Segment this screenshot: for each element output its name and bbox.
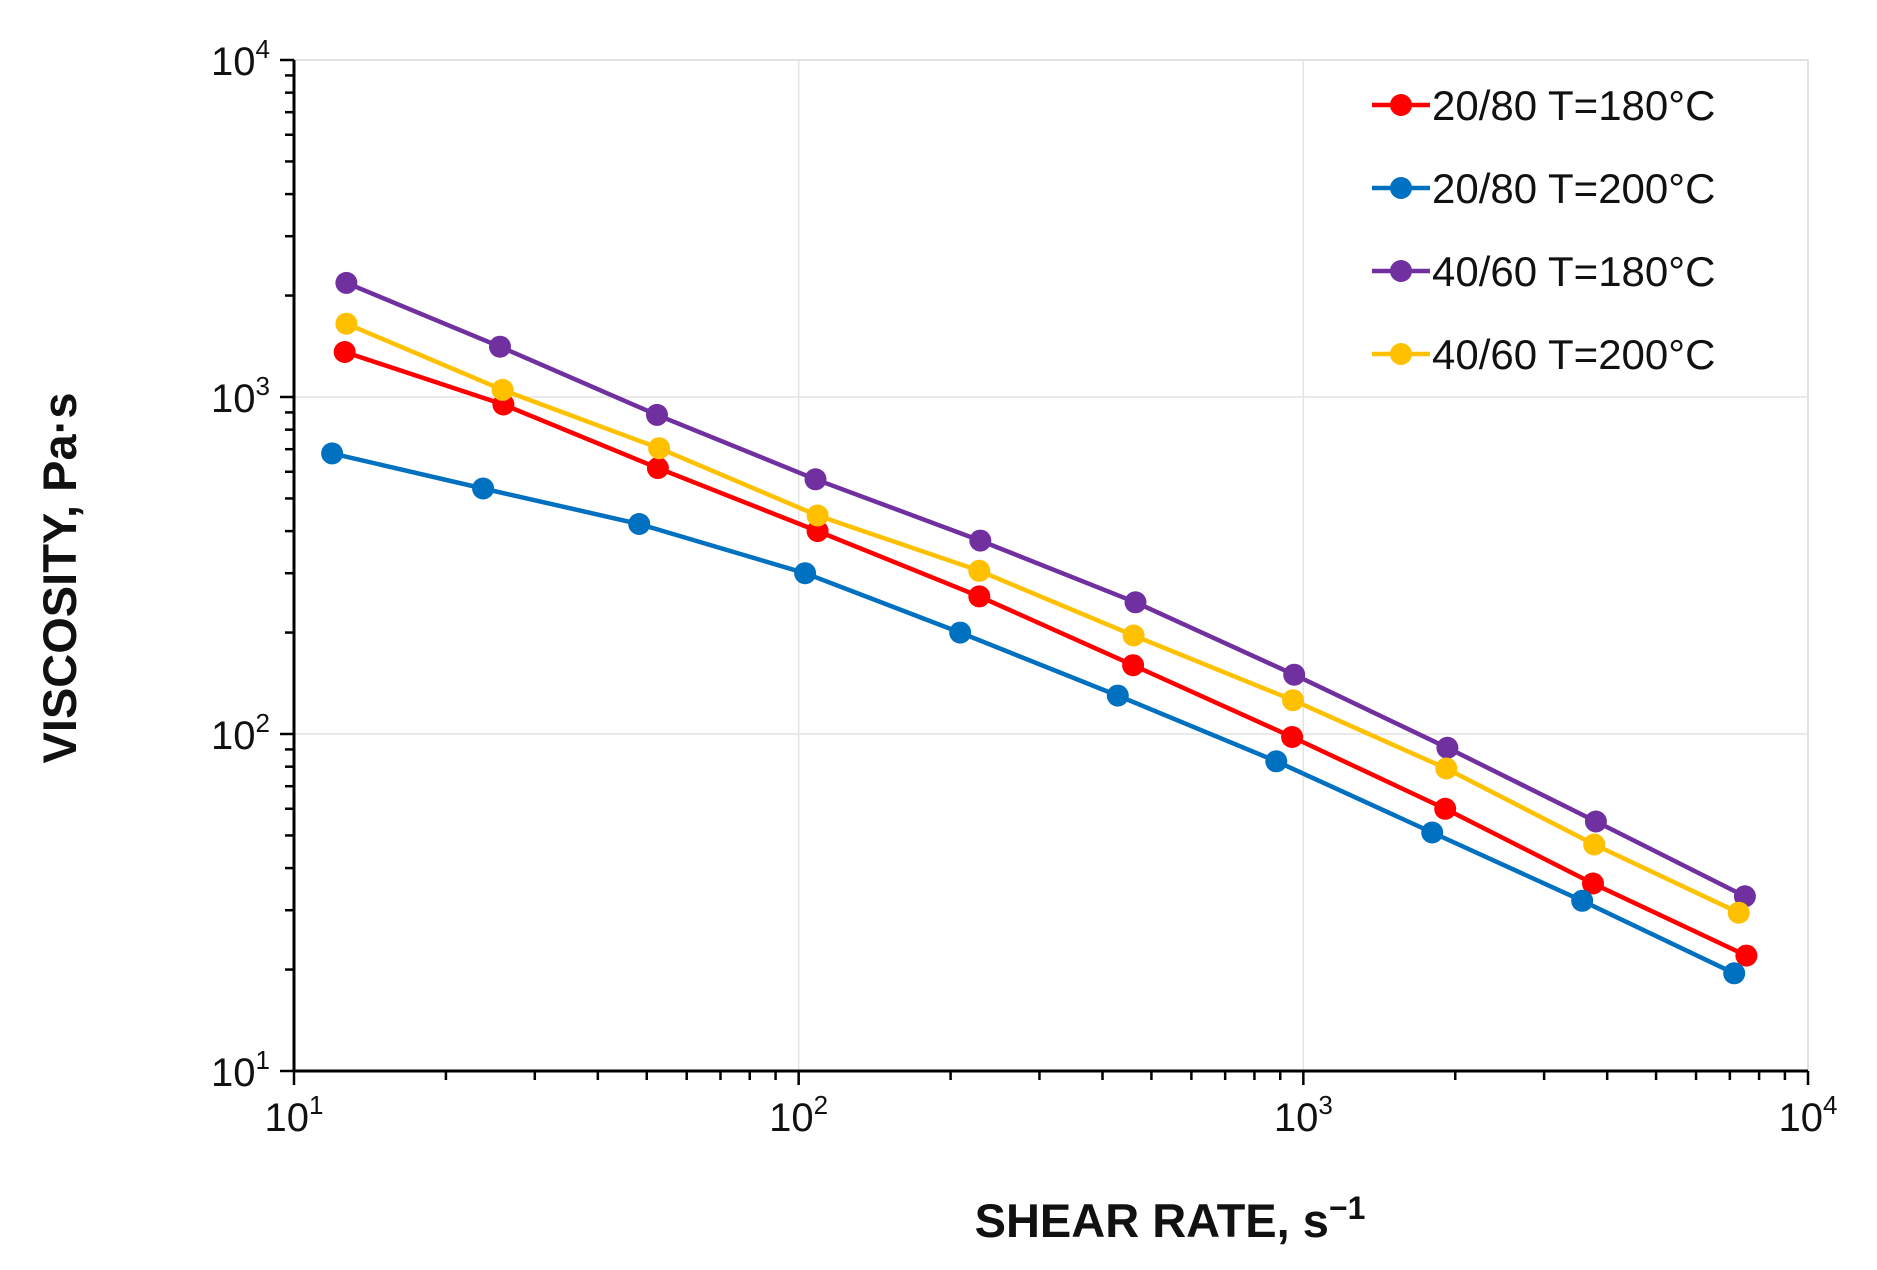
data-point (335, 312, 358, 335)
data-point (1735, 944, 1758, 967)
series-line (331, 451, 1736, 976)
series-2 (321, 442, 1746, 985)
data-point (1583, 833, 1606, 856)
data-point (472, 477, 495, 500)
legend-item: 20/80 T=180°C (1372, 82, 1715, 129)
data-point (806, 504, 829, 527)
data-point (1283, 663, 1306, 686)
data-point (1106, 684, 1129, 707)
data-point (321, 442, 344, 465)
data-point (1723, 962, 1746, 985)
data-point (335, 271, 358, 294)
legend-label: 20/80 T=180°C (1432, 82, 1715, 129)
legend-marker (1390, 177, 1412, 199)
data-point (1727, 901, 1750, 924)
data-point (968, 559, 991, 582)
x-axis-title: SHEAR RATE, s−1 (975, 1190, 1366, 1247)
x-tick-label: 104 (1779, 1090, 1838, 1140)
data-point (1582, 872, 1604, 895)
series-line (345, 321, 1740, 915)
data-point (489, 335, 511, 358)
data-point (804, 468, 827, 491)
legend-marker (1390, 260, 1412, 282)
data-point (1421, 821, 1444, 844)
legend-item: 40/60 T=180°C (1372, 248, 1715, 295)
data-point (1435, 757, 1458, 780)
data-point (646, 457, 669, 480)
y-tick-label: 102 (211, 708, 270, 758)
y-tick-label: 103 (211, 371, 270, 421)
data-point (1436, 736, 1459, 759)
data-point (333, 341, 356, 363)
data-point (646, 403, 668, 426)
series-line (345, 280, 1746, 899)
x-tick-label: 102 (769, 1090, 828, 1140)
data-point (968, 585, 991, 608)
data-point (1584, 810, 1607, 833)
data-point (648, 437, 671, 460)
data-point (1282, 689, 1304, 712)
y-tick-label: 101 (211, 1045, 270, 1095)
x-tick-label: 101 (265, 1090, 324, 1140)
y-axis-title: VISCOSITY, Pa·s (33, 393, 86, 764)
data-point (949, 621, 972, 644)
data-point (1434, 797, 1457, 820)
series-3 (335, 271, 1756, 908)
data-point (794, 562, 817, 585)
axes: 101 102 103 104 101 102 103 104 (211, 34, 1837, 1140)
legend-label: 20/80 T=200°C (1432, 165, 1715, 212)
data-point (1122, 624, 1145, 647)
data-point (1571, 889, 1594, 912)
data-point (1122, 654, 1145, 677)
data-series (321, 271, 1758, 985)
x-tick-label: 103 (1274, 1090, 1333, 1140)
legend-marker (1390, 94, 1412, 116)
data-point (1265, 750, 1288, 773)
data-point (1124, 591, 1147, 614)
series-line (343, 349, 1748, 958)
legend-label: 40/60 T=200°C (1432, 331, 1715, 378)
legend-item: 40/60 T=200°C (1372, 331, 1715, 378)
data-point (969, 529, 992, 552)
data-point (628, 513, 651, 535)
data-point (491, 378, 514, 401)
data-point (806, 520, 829, 543)
legend-label: 40/60 T=180°C (1432, 248, 1715, 295)
legend-marker (1390, 343, 1412, 365)
data-point (1281, 726, 1304, 748)
series-1 (333, 341, 1758, 967)
y-tick-label: 104 (211, 34, 270, 84)
legend: 20/80 T=180°C 20/80 T=200°C 40/60 T=180°C 4… (1372, 82, 1715, 378)
series-4 (335, 312, 1750, 924)
legend-item: 20/80 T=200°C (1372, 165, 1715, 212)
